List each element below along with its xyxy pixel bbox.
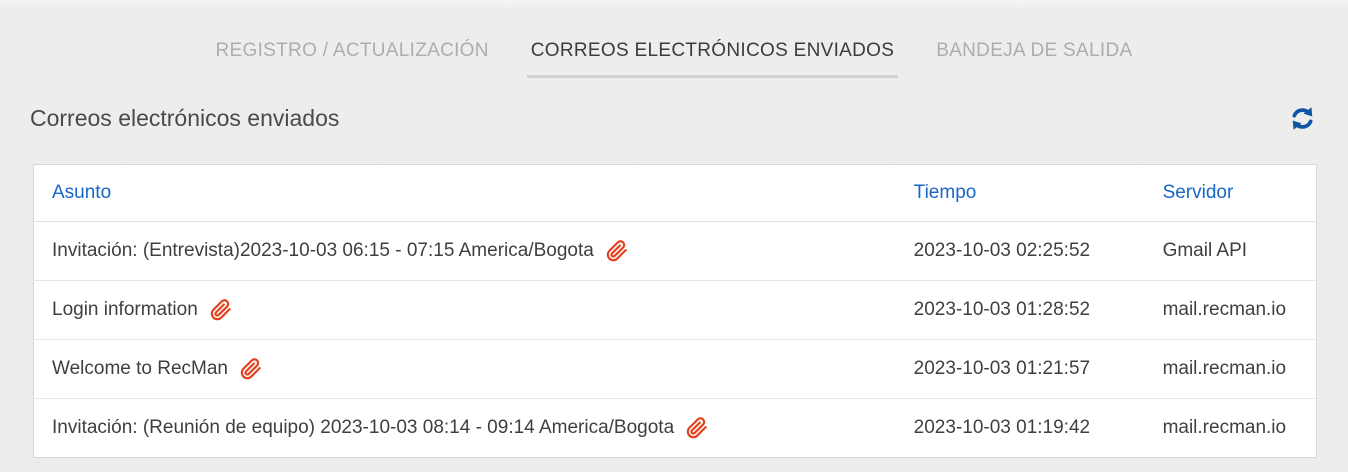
column-header-servidor[interactable]: Servidor — [1144, 164, 1317, 222]
refresh-icon — [1289, 105, 1316, 132]
email-time: 2023-10-03 01:21:57 — [895, 339, 1145, 399]
email-time: 2023-10-03 02:25:52 — [895, 221, 1145, 281]
table-row[interactable]: Invitación: (Reunión de equipo) 2023-10-… — [34, 399, 1317, 458]
email-subject: Welcome to RecMan — [52, 358, 228, 379]
tab-correos-electronicos-enviados[interactable]: CORREOS ELECTRÓNICOS ENVIADOS — [526, 40, 899, 78]
email-server: Gmail API — [1144, 221, 1317, 281]
table-row[interactable]: Login information 2023-10-03 01:28:52 ma… — [33, 280, 1317, 340]
sent-emails-table: Asunto Tiempo Servidor Invitación: (Entrev… — [33, 164, 1317, 458]
column-header-tiempo[interactable]: Tiempo — [895, 164, 1145, 222]
table-row[interactable]: Invitación: (Entrevista)2023-10-03 06:15… — [33, 221, 1317, 281]
email-subject: Invitación: (Reunión de equipo) 2023-10-… — [52, 417, 675, 438]
email-subject: Login information — [52, 299, 198, 320]
tab-bar: REGISTRO / ACTUALIZACIÓN CORREOS ELECTRÓN… — [0, 0, 1348, 78]
paperclip-icon — [606, 240, 628, 262]
email-server: mail.recman.io — [1162, 417, 1287, 438]
table-header-row: Asunto Tiempo Servidor — [33, 164, 1317, 222]
paperclip-icon — [210, 299, 232, 321]
paperclip-icon — [686, 417, 708, 439]
tab-registro-actualizacion[interactable]: REGISTRO / ACTUALIZACIÓN — [215, 40, 489, 61]
email-subject: Invitación: (Entrevista)2023-10-03 06:15… — [52, 240, 594, 261]
table-body: Invitación: (Entrevista)2023-10-03 06:15… — [33, 221, 1317, 458]
email-time: 2023-10-03 01:19:42 — [913, 417, 1091, 438]
email-time: 2023-10-03 01:28:52 — [895, 280, 1145, 340]
column-header-asunto[interactable]: Asunto — [33, 164, 896, 222]
sent-emails-table-wrap: Asunto Tiempo Servidor Invitación: (Entrev… — [33, 164, 1317, 458]
paperclip-icon — [240, 358, 262, 380]
email-server: mail.recman.io — [1144, 339, 1317, 399]
section-head: Correos electrónicos enviados — [0, 78, 1348, 132]
email-server: mail.recman.io — [1144, 280, 1317, 340]
page-title: Correos electrónicos enviados — [30, 104, 340, 131]
table-row[interactable]: Welcome to RecMan 2023-10-03 01:21:57 ma… — [33, 339, 1317, 399]
tab-bandeja-de-salida[interactable]: BANDEJA DE SALIDA — [936, 40, 1133, 61]
refresh-button[interactable] — [1288, 104, 1316, 132]
